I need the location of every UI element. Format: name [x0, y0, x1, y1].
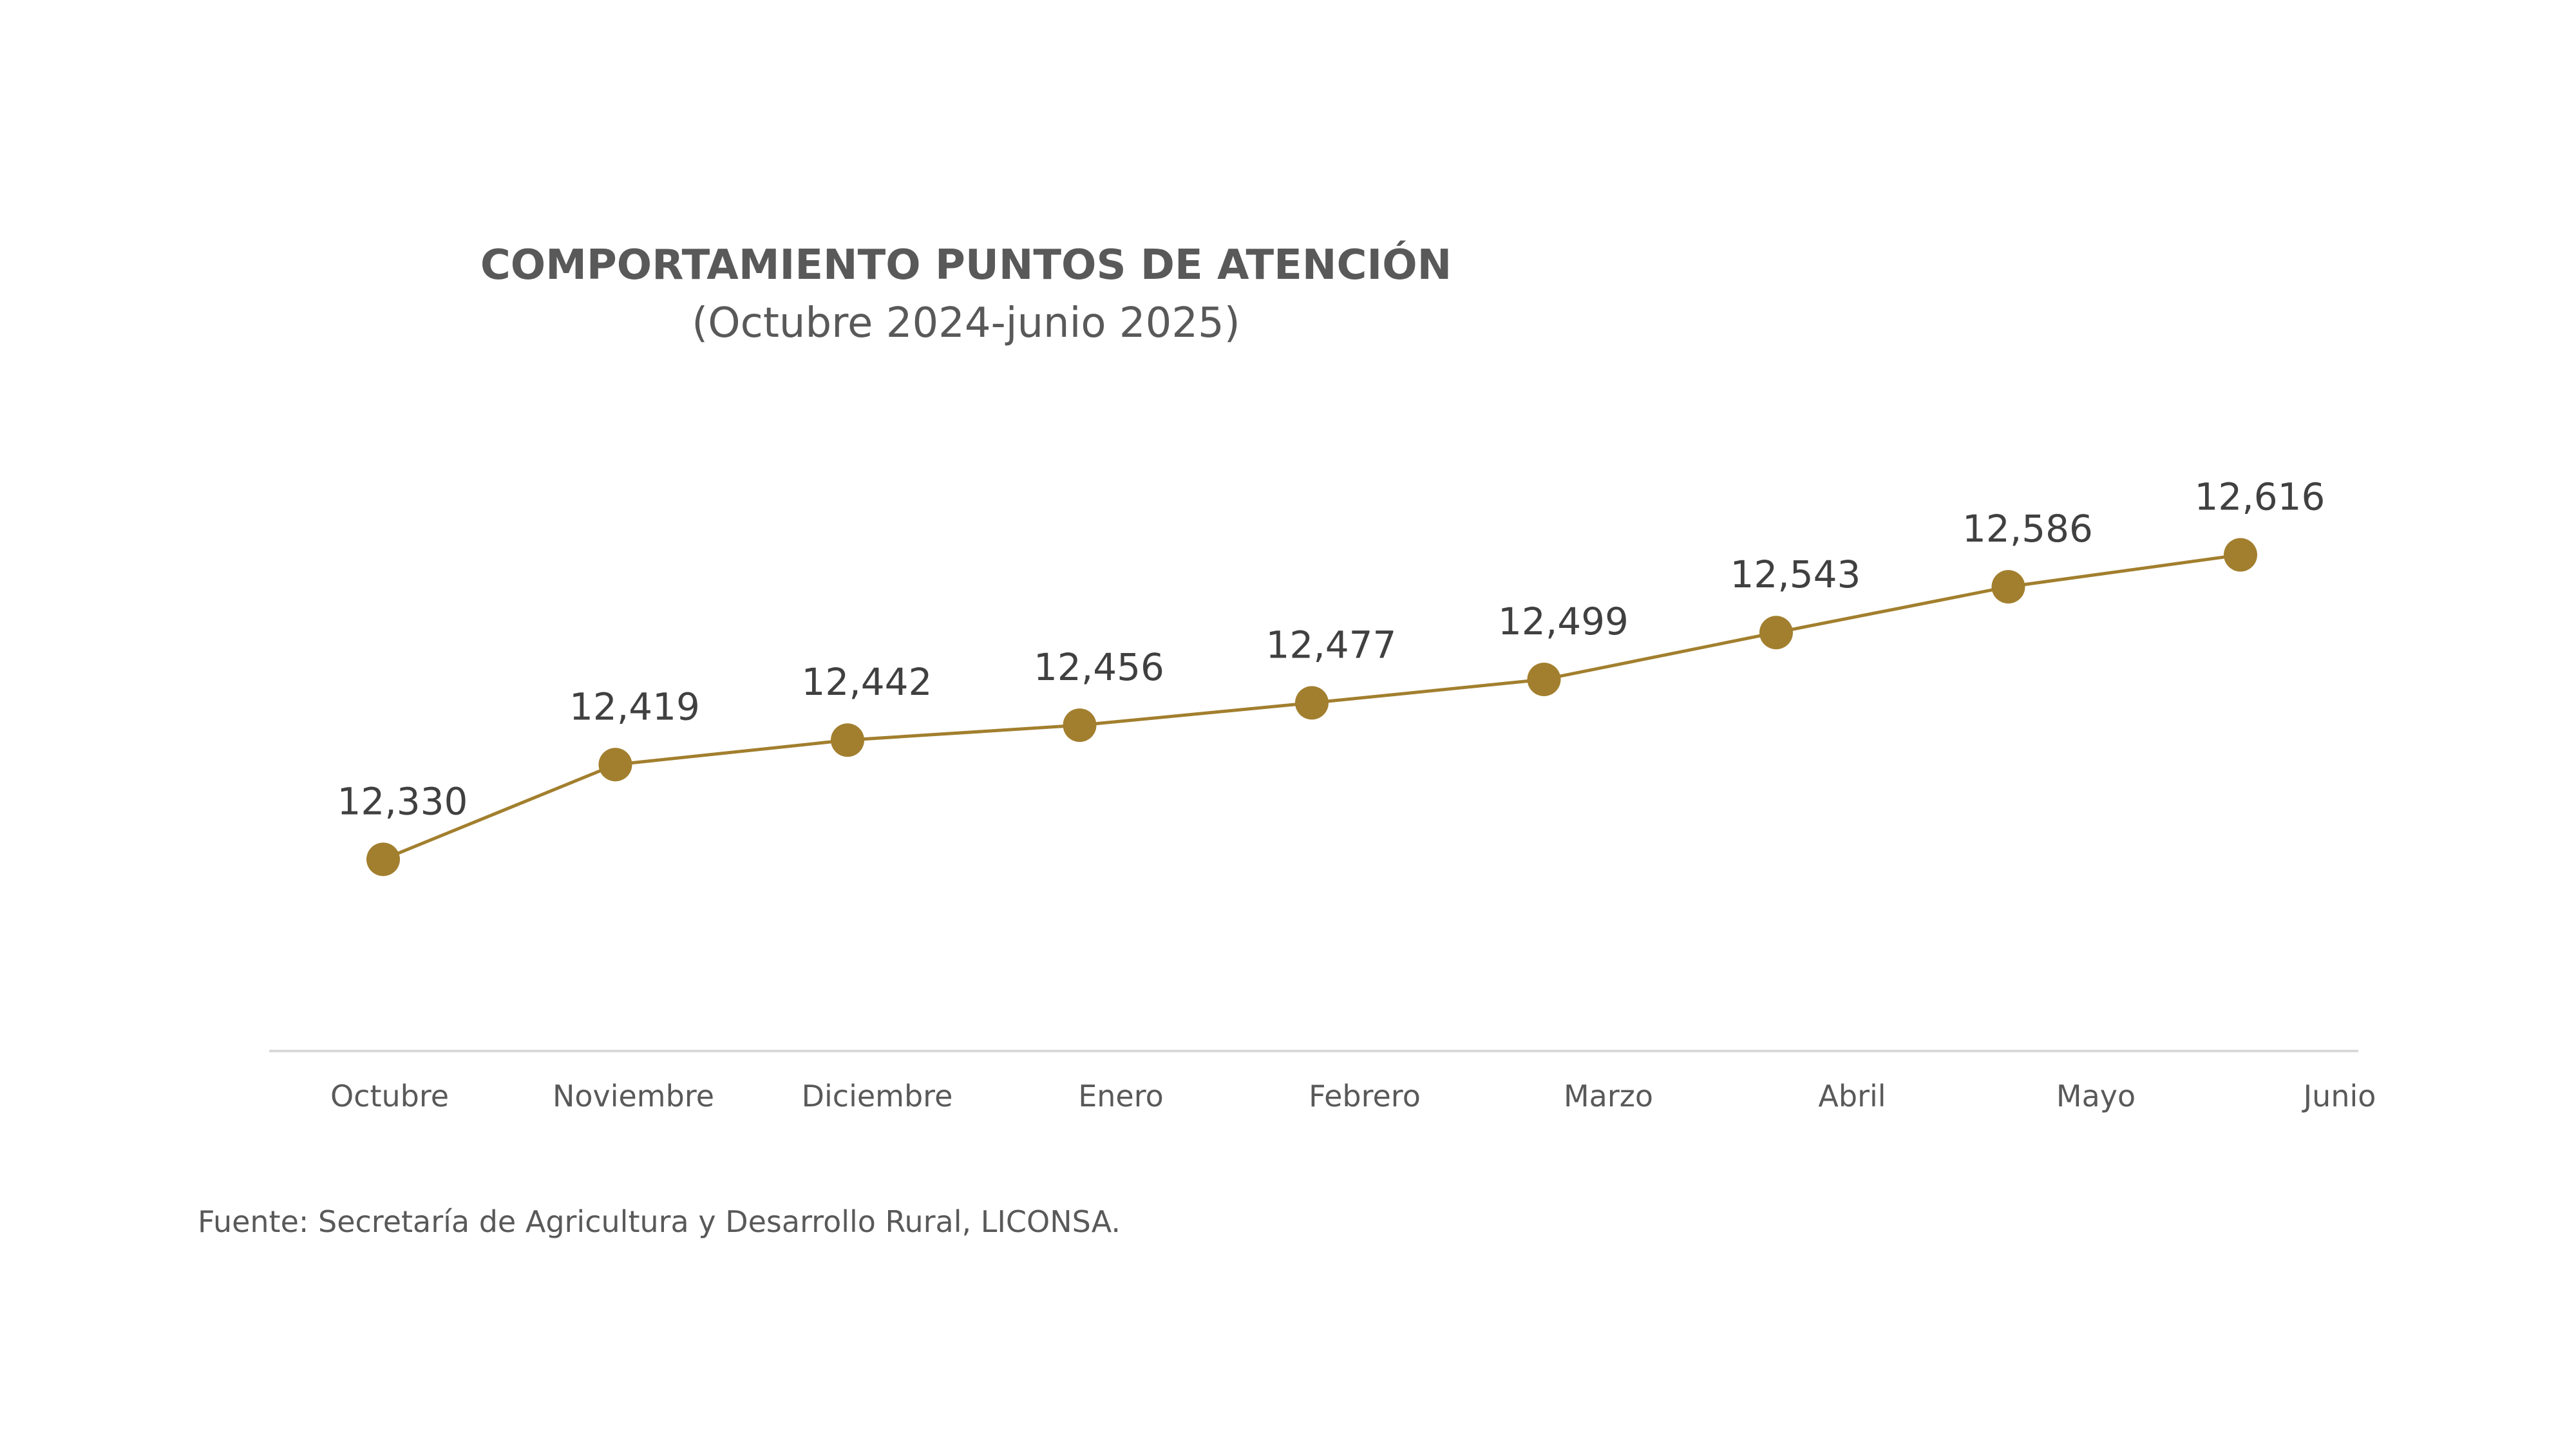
data-label: 12,330	[337, 779, 468, 823]
data-point	[366, 842, 400, 876]
data-point	[2224, 538, 2257, 572]
x-tick-label: Noviembre	[553, 1079, 714, 1113]
x-tick-label: Febrero	[1309, 1079, 1421, 1113]
data-point	[1063, 708, 1097, 743]
x-tick-label: Mayo	[2056, 1079, 2136, 1113]
data-label: 12,586	[1962, 507, 2093, 551]
data-point	[1295, 686, 1329, 720]
data-point	[1991, 570, 2025, 604]
data-label: 12,419	[569, 685, 700, 728]
data-point	[1527, 662, 1561, 696]
x-tick-label: Abril	[1818, 1079, 1886, 1113]
series-layer: 12,330 12,419 12,442 12,456 12,477 12,499 12,5…	[337, 475, 2325, 876]
data-label: 12,499	[1498, 600, 1629, 643]
x-tick-label: Junio	[2302, 1079, 2376, 1113]
chart-subtitle: (Octubre 2024-junio 2025)	[692, 299, 1240, 347]
x-tick-label: Diciembre	[802, 1079, 953, 1113]
chart-title: COMPORTAMIENTO PUNTOS DE ATENCIÓN	[480, 242, 1452, 289]
data-point	[1759, 616, 1793, 650]
data-label: 12,456	[1034, 645, 1164, 689]
x-tick-label: Octubre	[330, 1079, 449, 1113]
x-tick-label: Marzo	[1564, 1079, 1653, 1113]
source-note: Fuente: Secretaría de Agricultura y Desa…	[198, 1204, 1121, 1239]
data-label: 12,477	[1266, 623, 1397, 667]
x-tick-label: Enero	[1078, 1079, 1164, 1113]
data-label: 12,543	[1730, 553, 1861, 596]
data-point	[598, 748, 632, 782]
x-tick-labels: Octubre Noviembre Diciembre Enero Febrero Mar…	[330, 1079, 2376, 1113]
data-label: 12,442	[802, 660, 933, 704]
data-label: 12,616	[2195, 475, 2325, 519]
data-point	[831, 723, 864, 757]
